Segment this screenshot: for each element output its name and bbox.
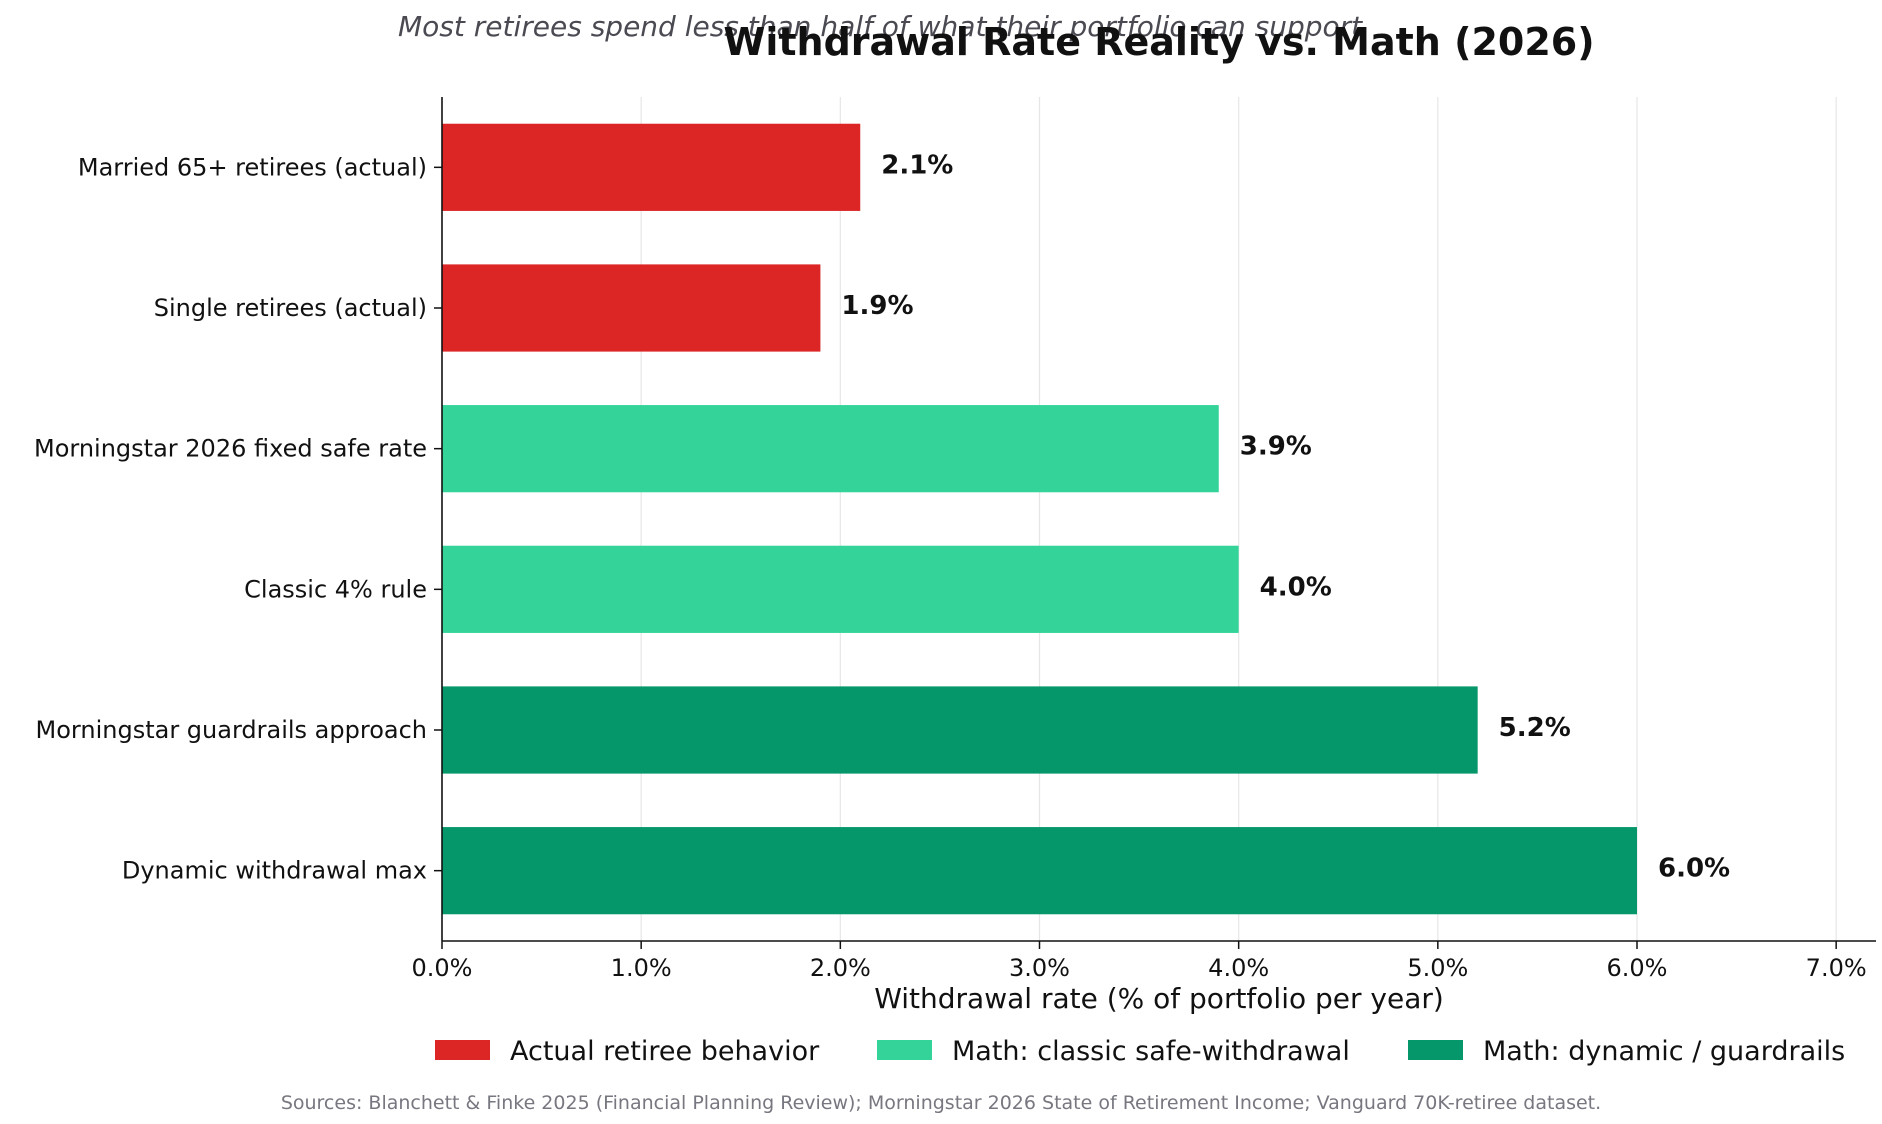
x-tick-label: 0.0% — [412, 954, 473, 982]
chart-title: Withdrawal Rate Reality vs. Math (2026) — [723, 20, 1594, 64]
bar-value-label: 3.9% — [1240, 432, 1312, 462]
bar — [442, 686, 1478, 774]
bar — [442, 827, 1637, 915]
category-label: Married 65+ retirees (actual) — [78, 153, 427, 181]
category-label: Dynamic withdrawal max — [122, 857, 427, 885]
chart-subtitle: Most retirees spend less than half of wh… — [398, 10, 1363, 43]
x-tick-label: 5.0% — [1407, 954, 1468, 982]
legend-swatch — [1408, 1040, 1463, 1060]
bar — [442, 545, 1239, 633]
legend-label: Actual retiree behavior — [510, 1036, 820, 1067]
x-tick-label: 1.0% — [611, 954, 672, 982]
bar-value-label: 4.0% — [1260, 572, 1332, 602]
bar-value-label: 1.9% — [841, 291, 913, 321]
bar-value-label: 6.0% — [1658, 854, 1730, 884]
data-labels: 2.1% 1.9% 3.9% 4.0% 5.2% 6.0% — [841, 150, 1730, 883]
legend-label: Math: classic safe-withdrawal — [952, 1036, 1350, 1067]
x-axis-label: Withdrawal rate (% of portfolio per year… — [874, 982, 1444, 1015]
legend-label: Math: dynamic / guardrails — [1483, 1036, 1845, 1067]
category-label: Morningstar 2026 fixed safe rate — [34, 435, 427, 463]
x-tick-label: 2.0% — [810, 954, 871, 982]
x-tick-label: 4.0% — [1208, 954, 1269, 982]
legend-swatch — [877, 1040, 932, 1060]
bar — [442, 264, 821, 352]
legend: Actual retiree behavior Math: classic saf… — [435, 1036, 1845, 1067]
bar — [442, 123, 861, 211]
grid-lines — [640, 97, 1837, 941]
category-label: Classic 4% rule — [244, 575, 427, 603]
source-note: Sources: Blanchett & Finke 2025 (Financi… — [281, 1092, 1601, 1114]
bar-value-label: 5.2% — [1499, 713, 1571, 743]
bars — [442, 123, 1637, 915]
axes: 0.0% 1.0% 2.0% 3.0% 4.0% 5.0% 6.0% 7.0% Married … — [34, 97, 1876, 982]
x-tick-label: 7.0% — [1806, 954, 1867, 982]
x-tick-label: 6.0% — [1607, 954, 1668, 982]
category-label: Morningstar guardrails approach — [36, 716, 427, 744]
category-label: Single retirees (actual) — [154, 294, 427, 322]
x-tick-label: 3.0% — [1009, 954, 1070, 982]
bar — [442, 405, 1219, 493]
legend-swatch — [435, 1040, 490, 1060]
bar-value-label: 2.1% — [881, 150, 953, 180]
